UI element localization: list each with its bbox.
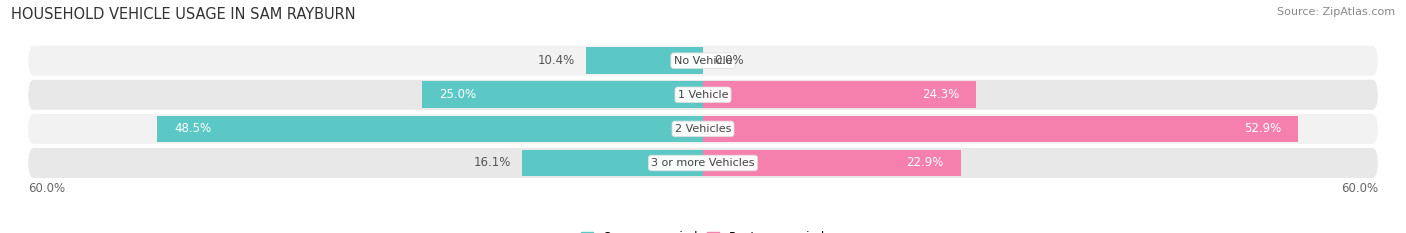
Text: 60.0%: 60.0% xyxy=(1341,182,1378,195)
FancyBboxPatch shape xyxy=(28,80,1378,110)
Bar xyxy=(422,82,703,108)
Text: No Vehicle: No Vehicle xyxy=(673,56,733,66)
Legend: Owner-occupied, Renter-occupied: Owner-occupied, Renter-occupied xyxy=(576,226,830,233)
Text: 2 Vehicles: 2 Vehicles xyxy=(675,124,731,134)
Text: HOUSEHOLD VEHICLE USAGE IN SAM RAYBURN: HOUSEHOLD VEHICLE USAGE IN SAM RAYBURN xyxy=(11,7,356,22)
Text: 52.9%: 52.9% xyxy=(1244,122,1281,135)
FancyBboxPatch shape xyxy=(28,148,1378,178)
Text: 16.1%: 16.1% xyxy=(474,157,510,169)
Text: 3 or more Vehicles: 3 or more Vehicles xyxy=(651,158,755,168)
Bar xyxy=(157,116,703,142)
Text: 0.0%: 0.0% xyxy=(714,54,744,67)
Text: 60.0%: 60.0% xyxy=(28,182,65,195)
Text: 24.3%: 24.3% xyxy=(922,88,959,101)
Text: 22.9%: 22.9% xyxy=(907,157,943,169)
Bar xyxy=(703,116,1298,142)
Text: 10.4%: 10.4% xyxy=(537,54,575,67)
Bar xyxy=(703,82,976,108)
FancyBboxPatch shape xyxy=(28,46,1378,76)
Text: 25.0%: 25.0% xyxy=(439,88,475,101)
Bar xyxy=(522,150,703,176)
Text: 1 Vehicle: 1 Vehicle xyxy=(678,90,728,100)
Bar xyxy=(586,47,703,74)
Text: 48.5%: 48.5% xyxy=(174,122,211,135)
FancyBboxPatch shape xyxy=(28,114,1378,144)
Bar xyxy=(703,150,960,176)
Text: Source: ZipAtlas.com: Source: ZipAtlas.com xyxy=(1277,7,1395,17)
